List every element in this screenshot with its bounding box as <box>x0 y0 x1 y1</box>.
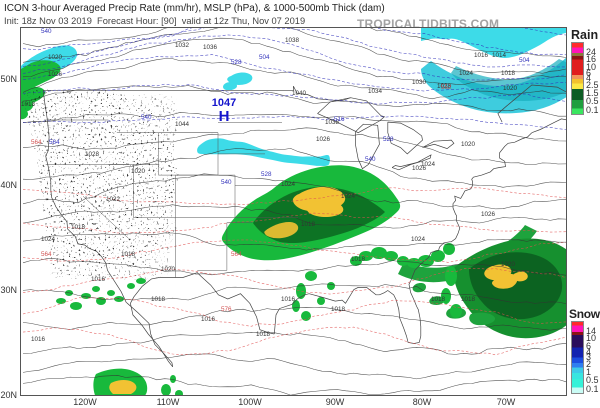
svg-text:540: 540 <box>365 156 376 163</box>
svg-text:1034: 1034 <box>368 88 383 95</box>
svg-text:1024: 1024 <box>459 70 474 77</box>
svg-text:1038: 1038 <box>285 37 300 44</box>
svg-text:1020: 1020 <box>131 168 146 175</box>
svg-text:1040: 1040 <box>292 90 307 97</box>
svg-text:1026: 1026 <box>48 71 63 78</box>
svg-text:1024: 1024 <box>341 193 356 200</box>
svg-text:1016: 1016 <box>474 52 489 59</box>
svg-text:528: 528 <box>231 59 242 66</box>
svg-text:1026: 1026 <box>316 136 331 143</box>
svg-text:1044: 1044 <box>175 121 190 128</box>
svg-text:1014: 1014 <box>492 52 507 59</box>
svg-text:1036: 1036 <box>203 44 218 51</box>
svg-text:1018: 1018 <box>461 296 476 303</box>
svg-text:1018: 1018 <box>121 251 136 258</box>
svg-text:1024: 1024 <box>421 161 436 168</box>
svg-text:564: 564 <box>49 139 60 146</box>
svg-text:564: 564 <box>41 251 52 258</box>
svg-text:1018: 1018 <box>501 70 516 77</box>
svg-text:1020: 1020 <box>501 261 516 268</box>
svg-text:540: 540 <box>141 114 152 121</box>
svg-text:1018: 1018 <box>151 296 166 303</box>
svg-text:576: 576 <box>221 306 232 313</box>
svg-text:1018: 1018 <box>331 306 346 313</box>
svg-text:1018: 1018 <box>71 224 86 231</box>
svg-text:1030: 1030 <box>412 79 427 86</box>
svg-text:1024: 1024 <box>411 236 426 243</box>
svg-text:504: 504 <box>259 54 270 61</box>
svg-text:1018: 1018 <box>301 221 316 228</box>
svg-text:1026: 1026 <box>481 211 496 218</box>
svg-text:504: 504 <box>519 57 530 64</box>
svg-text:1020: 1020 <box>161 266 176 273</box>
svg-text:1016: 1016 <box>201 316 216 323</box>
svg-text:1016: 1016 <box>31 336 46 343</box>
svg-text:540: 540 <box>41 28 52 35</box>
svg-text:1028: 1028 <box>85 151 100 158</box>
svg-text:1022: 1022 <box>106 196 121 203</box>
svg-text:1020: 1020 <box>48 54 63 61</box>
svg-text:1020: 1020 <box>503 85 518 92</box>
svg-text:1024: 1024 <box>41 236 56 243</box>
svg-text:516: 516 <box>334 116 345 123</box>
svg-text:1018: 1018 <box>256 331 271 338</box>
svg-text:564: 564 <box>31 139 42 146</box>
svg-text:540: 540 <box>221 179 232 186</box>
svg-text:1024: 1024 <box>281 181 296 188</box>
svg-text:1018: 1018 <box>21 101 36 108</box>
svg-text:H: H <box>219 108 230 125</box>
svg-text:1016: 1016 <box>91 276 106 283</box>
svg-text:1032: 1032 <box>175 42 190 49</box>
svg-text:528: 528 <box>261 171 272 178</box>
svg-text:1016: 1016 <box>281 296 296 303</box>
svg-text:564: 564 <box>231 251 242 258</box>
svg-text:1018: 1018 <box>351 256 366 263</box>
svg-text:552: 552 <box>441 84 452 91</box>
svg-text:528: 528 <box>383 136 394 143</box>
svg-text:1018: 1018 <box>431 296 446 303</box>
svg-text:1020: 1020 <box>461 141 476 148</box>
